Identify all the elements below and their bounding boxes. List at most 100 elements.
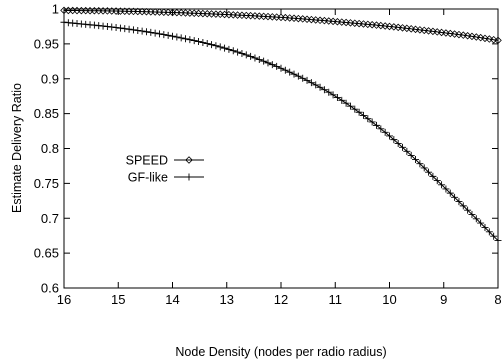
data-point-plus xyxy=(294,72,302,80)
data-point-plus xyxy=(355,108,363,116)
data-point-plus xyxy=(281,66,289,74)
series-line xyxy=(63,21,499,241)
data-point-plus xyxy=(386,132,393,140)
data-point-plus xyxy=(381,128,389,136)
data-point-plus xyxy=(238,49,246,57)
x-tick-label: 16 xyxy=(57,292,71,307)
data-point-plus xyxy=(320,86,328,94)
data-point-plus xyxy=(377,125,385,133)
data-point-plus xyxy=(346,102,354,110)
data-point-plus xyxy=(273,62,281,70)
data-point-plus xyxy=(407,151,415,159)
legend: SPEED GF-like xyxy=(126,154,204,185)
data-point-plus xyxy=(368,118,376,126)
data-point-plus xyxy=(268,61,276,69)
data-point-plus xyxy=(221,44,229,52)
data-point-plus xyxy=(429,172,437,180)
data-point-diamond xyxy=(463,31,472,40)
y-tick-label: 0.8 xyxy=(41,141,59,156)
data-point-diamond xyxy=(416,26,424,34)
data-point-plus xyxy=(208,41,216,49)
y-tick-label: 0.75 xyxy=(34,176,59,191)
series-gf-like xyxy=(60,18,502,245)
x-tick-label: 11 xyxy=(329,292,343,307)
x-tick-label: 12 xyxy=(274,292,288,307)
data-point-plus xyxy=(481,223,489,231)
data-point-plus xyxy=(312,81,320,89)
data-point-plus xyxy=(390,136,398,144)
data-point-plus xyxy=(121,25,129,33)
data-point-plus xyxy=(185,173,193,181)
data-point-plus xyxy=(190,37,198,45)
data-point-plus xyxy=(134,26,142,34)
x-tick-label: 10 xyxy=(382,292,396,307)
data-point-plus xyxy=(416,160,424,168)
x-tick-label: 9 xyxy=(440,292,447,307)
legend-label: GF-like xyxy=(128,171,168,185)
data-point-plus xyxy=(260,57,268,65)
data-point-plus xyxy=(451,193,459,201)
data-point-diamond xyxy=(185,156,193,164)
data-point-plus xyxy=(195,38,203,46)
data-point-diamond xyxy=(489,35,498,44)
data-point-plus xyxy=(186,36,194,44)
data-point-plus xyxy=(255,56,263,64)
data-point-diamond xyxy=(442,29,450,37)
data-point-diamond xyxy=(437,28,446,37)
data-point-plus xyxy=(216,43,224,51)
data-point-plus xyxy=(433,177,441,185)
data-point-plus xyxy=(446,189,454,197)
y-tick-label: 0.65 xyxy=(34,246,59,261)
y-tick-label: 0.6 xyxy=(41,281,59,296)
data-point-diamond xyxy=(476,33,485,42)
data-point-plus xyxy=(359,111,367,119)
data-point-diamond xyxy=(450,30,459,38)
y-tick-label: 0.7 xyxy=(41,211,59,226)
data-point-plus xyxy=(342,99,350,107)
series-layer xyxy=(60,6,502,245)
data-point-diamond xyxy=(420,26,428,35)
data-point-plus xyxy=(338,96,346,104)
data-point-plus xyxy=(290,70,298,78)
data-point-plus xyxy=(182,35,190,43)
data-point-plus xyxy=(316,83,324,91)
data-point-diamond xyxy=(494,36,502,45)
data-point-plus xyxy=(251,54,259,62)
data-point-plus xyxy=(351,105,359,113)
y-tick-label: 1 xyxy=(52,2,59,17)
data-point-plus xyxy=(138,27,146,35)
y-tick-label: 0.95 xyxy=(34,36,59,51)
data-point-plus xyxy=(116,24,124,32)
data-point-plus xyxy=(468,210,476,218)
data-point-plus xyxy=(307,79,315,87)
data-point-plus xyxy=(329,91,337,99)
data-point-plus xyxy=(160,31,168,39)
x-tick-label: 13 xyxy=(220,292,234,307)
data-point-plus xyxy=(472,215,480,223)
data-point-plus xyxy=(264,59,272,67)
y-tick-label: 0.85 xyxy=(34,106,59,121)
data-point-plus xyxy=(164,31,172,39)
data-point-plus xyxy=(494,237,502,245)
legend-label: SPEED xyxy=(126,154,168,168)
data-point-diamond xyxy=(485,35,494,43)
data-point-plus xyxy=(420,164,428,172)
data-point-plus xyxy=(234,48,242,56)
data-point-plus xyxy=(142,28,150,36)
y-tick-label: 0.9 xyxy=(41,71,59,86)
data-point-plus xyxy=(169,32,176,40)
data-point-plus xyxy=(299,74,307,82)
data-point-plus xyxy=(372,121,380,129)
data-point-plus xyxy=(399,143,407,151)
data-point-plus xyxy=(242,51,250,59)
x-axis-title: Node Density (nodes per radio radius) xyxy=(175,345,386,359)
data-point-plus xyxy=(99,22,107,30)
x-tick-label: 8 xyxy=(494,292,501,307)
data-point-diamond xyxy=(472,33,481,41)
data-point-diamond xyxy=(446,29,455,38)
data-point-diamond xyxy=(429,27,437,36)
data-point-diamond xyxy=(455,30,463,39)
data-point-plus xyxy=(147,28,155,36)
data-point-diamond xyxy=(433,28,442,36)
data-point-plus xyxy=(203,40,211,48)
